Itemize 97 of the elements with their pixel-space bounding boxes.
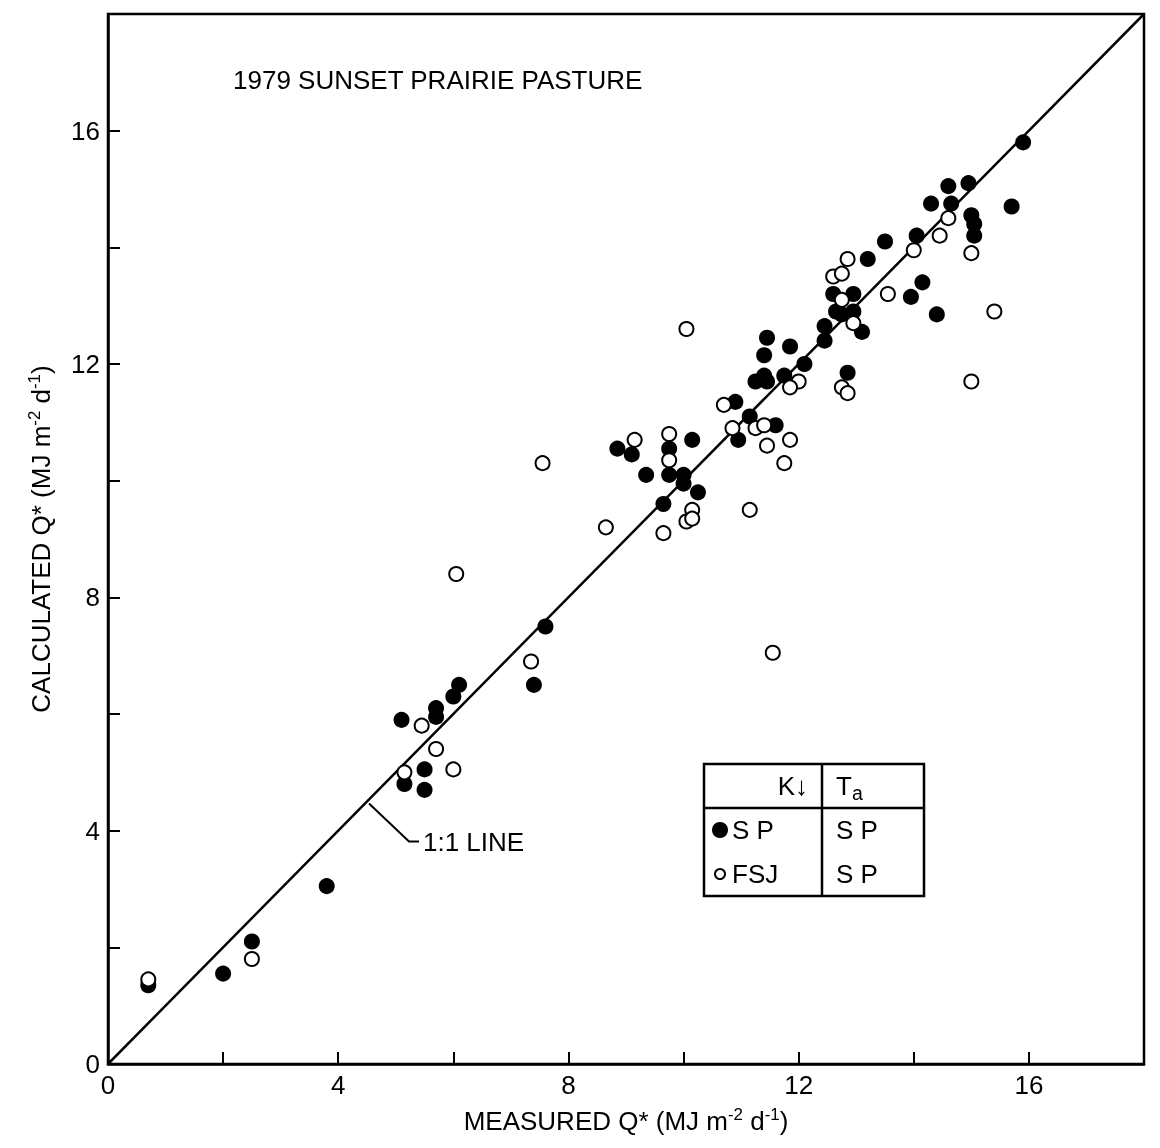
point <box>661 426 678 442</box>
point <box>782 431 799 448</box>
annotation: S P <box>836 859 878 889</box>
point <box>816 318 833 335</box>
point <box>413 717 430 734</box>
point <box>655 525 672 542</box>
point <box>416 761 433 778</box>
point <box>759 329 776 346</box>
point <box>626 431 643 448</box>
point <box>839 385 856 402</box>
point <box>940 178 957 195</box>
point <box>537 618 554 635</box>
point <box>243 951 260 967</box>
legend-label: S P <box>732 815 774 845</box>
point <box>661 466 678 483</box>
point <box>931 227 948 244</box>
point <box>1015 134 1032 151</box>
point <box>853 323 870 340</box>
point <box>689 484 706 501</box>
point <box>684 510 701 527</box>
point <box>445 688 462 705</box>
point <box>730 431 747 448</box>
point <box>776 455 793 472</box>
y-tick-label: 0 <box>85 1049 100 1079</box>
point <box>445 761 462 778</box>
point <box>416 781 433 798</box>
point <box>833 291 850 308</box>
y-tick-label: 16 <box>71 115 100 146</box>
x-tick-label: 12 <box>784 1070 814 1100</box>
point <box>928 306 945 323</box>
y-tick-label: 12 <box>71 349 100 379</box>
point <box>902 288 919 305</box>
point <box>905 242 922 259</box>
y-tick-label: 4 <box>85 815 100 846</box>
point <box>684 431 701 448</box>
point <box>451 676 468 693</box>
point <box>396 764 413 781</box>
point <box>960 175 977 192</box>
point <box>756 347 773 364</box>
point <box>908 227 925 244</box>
point <box>661 452 678 469</box>
legend-title: K↓ <box>777 771 808 801</box>
point <box>759 437 776 454</box>
point <box>839 364 856 381</box>
point <box>724 420 741 437</box>
y-axis-title: CALCULATED Q* (MJ m-2 d-1) <box>25 365 56 713</box>
point <box>534 455 551 472</box>
point <box>741 408 758 425</box>
point <box>523 653 540 670</box>
point <box>879 286 896 302</box>
x-tick-label: 16 <box>1014 1070 1044 1100</box>
point <box>715 396 732 413</box>
point <box>833 265 850 282</box>
point <box>1003 198 1020 215</box>
point <box>243 933 260 950</box>
point <box>877 233 893 250</box>
legend-label: FSJ <box>732 859 779 889</box>
point <box>764 644 781 661</box>
point <box>741 501 758 518</box>
point <box>140 971 157 988</box>
point <box>215 965 232 982</box>
point <box>428 741 445 757</box>
x-tick-label: 4 <box>330 1070 346 1100</box>
point <box>655 496 672 512</box>
point <box>638 466 655 483</box>
point <box>597 519 614 536</box>
point <box>940 210 957 227</box>
x-tick-label: 8 <box>561 1070 576 1100</box>
point <box>963 373 980 390</box>
point <box>966 227 983 244</box>
point <box>759 373 776 390</box>
point <box>943 195 960 212</box>
point <box>776 367 793 384</box>
point <box>448 566 465 582</box>
point <box>782 338 799 355</box>
point <box>845 286 862 302</box>
point <box>609 440 626 457</box>
point <box>816 332 833 349</box>
annotation: S P <box>836 815 878 845</box>
point <box>859 251 876 267</box>
point <box>318 878 335 895</box>
point <box>914 274 931 291</box>
point <box>525 676 542 693</box>
point <box>756 417 773 434</box>
point <box>839 251 856 267</box>
point <box>623 446 640 463</box>
point <box>678 321 695 337</box>
point <box>923 195 940 212</box>
point <box>796 356 813 372</box>
annotation: 1:1 LINE <box>423 826 525 857</box>
y-tick-label: 8 <box>85 582 100 613</box>
point <box>782 379 799 396</box>
point <box>845 315 862 332</box>
point <box>963 245 980 262</box>
point <box>986 303 1003 320</box>
text: 1979 SUNSET PRAIRIE PASTURE <box>233 65 643 95</box>
point <box>393 711 410 728</box>
